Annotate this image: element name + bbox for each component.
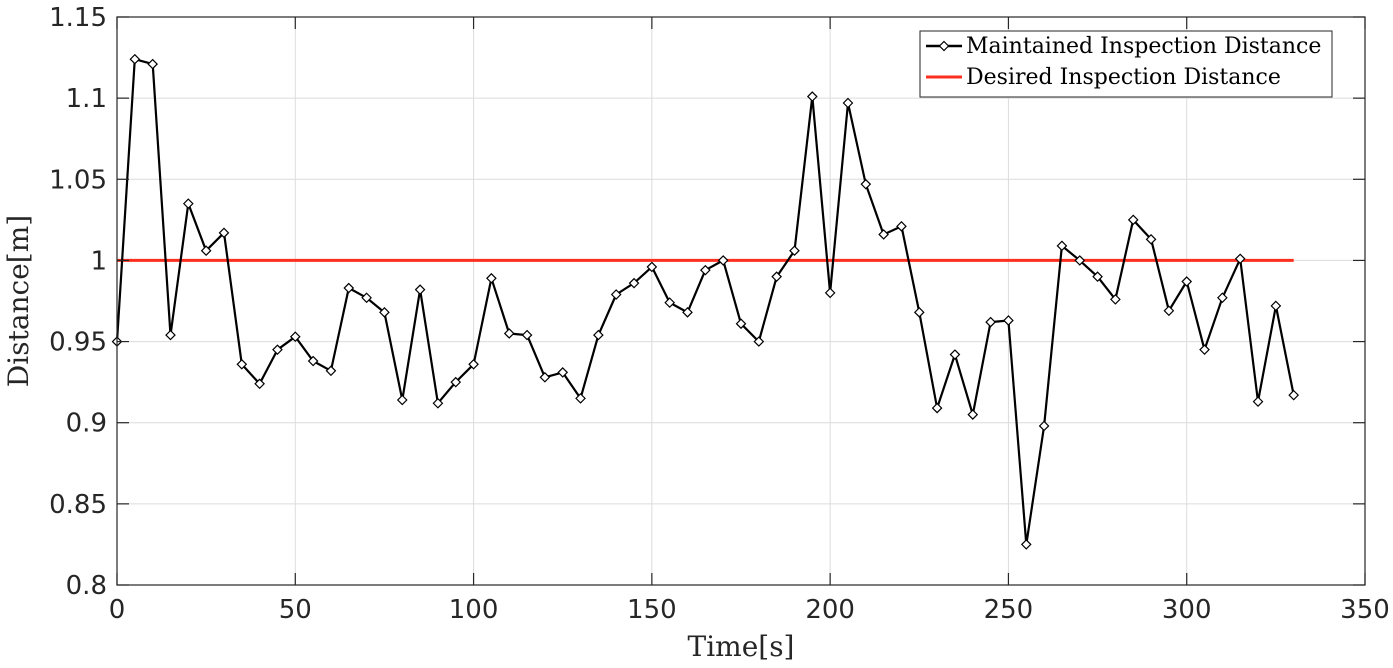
data-point-marker (967, 409, 979, 420)
data-point-marker (147, 58, 159, 70)
data-point-marker (735, 318, 747, 330)
legend-box (919, 30, 1333, 98)
plot-frame (116, 16, 1366, 586)
y-axis-label: Distance[m] (2, 215, 35, 387)
data-point-marker (432, 397, 444, 409)
data-point-marker (539, 371, 551, 383)
data-point-marker (468, 358, 479, 370)
data-point-marker (664, 297, 676, 308)
x-tick-labels: 0 50 100 150 200 250 300 350 (109, 595, 1390, 625)
axis-ticks (116, 16, 1366, 586)
data-point-marker (575, 393, 586, 404)
data-point-marker (717, 255, 729, 266)
data-point-marker (379, 307, 390, 318)
legend: Maintained Inspection Distance Desired I… (919, 30, 1333, 98)
data-point-marker (1092, 271, 1103, 283)
data-point-marker (985, 316, 996, 328)
y-tick-labels: 0.8 0.85 0.9 0.95 1 1.05 1.1 1.15 (49, 3, 107, 601)
legend-label-maintained: Maintained Inspection Distance (966, 34, 1321, 59)
data-point-marker (325, 365, 337, 377)
data-point-marker (343, 282, 355, 294)
data-point-marker (896, 221, 907, 232)
data-point-marker (699, 264, 711, 276)
data-point-marker (272, 344, 283, 356)
series-layer (111, 53, 1300, 550)
y-tick-label: 1.1 (66, 84, 107, 114)
y-tick-label: 0.95 (49, 328, 107, 358)
data-point-marker (949, 349, 961, 360)
data-point-marker (789, 245, 800, 257)
data-point-marker (1163, 305, 1175, 317)
data-point-marker (842, 97, 854, 109)
y-tick-label: 0.9 (66, 409, 107, 439)
legend-label-desired: Desired Inspection Distance (966, 65, 1281, 90)
x-tick-label: 300 (1162, 595, 1212, 625)
data-point-marker (1020, 539, 1032, 550)
x-tick-label: 150 (627, 595, 677, 625)
y-tick-label: 0.85 (49, 490, 107, 520)
data-point-marker (1074, 255, 1086, 266)
data-point-marker (200, 245, 212, 257)
data-point-marker (1270, 300, 1282, 312)
data-point-marker (1217, 292, 1228, 304)
data-point-marker (307, 355, 319, 367)
data-point-marker (1110, 294, 1121, 305)
data-point-marker (682, 307, 693, 318)
data-point-marker (931, 402, 943, 414)
data-point-marker (753, 336, 765, 347)
data-point-marker (236, 358, 248, 370)
data-point-marker (486, 272, 497, 284)
data-point-marker (1181, 276, 1193, 287)
y-tick-label: 0.8 (66, 571, 107, 601)
data-point-marker (1252, 396, 1264, 407)
data-point-marker (878, 229, 889, 240)
y-tick-label: 1.15 (49, 3, 107, 33)
data-point-marker (450, 376, 462, 388)
data-point-marker (1127, 214, 1139, 226)
data-point-marker (1056, 240, 1068, 252)
data-point-marker (646, 261, 658, 273)
data-point-marker (610, 289, 622, 300)
y-tick-label: 1.05 (49, 165, 107, 195)
data-point-marker (165, 329, 176, 341)
data-point-marker (1038, 420, 1050, 432)
data-point-marker (1234, 253, 1246, 265)
data-point-marker (628, 277, 640, 289)
data-point-marker (1288, 389, 1300, 401)
y-tick-label: 1 (90, 246, 107, 276)
data-point-marker (557, 367, 569, 378)
x-tick-label: 250 (984, 595, 1034, 625)
data-point-marker (860, 178, 872, 190)
x-tick-label: 0 (109, 595, 126, 625)
x-tick-label: 50 (279, 595, 312, 625)
plot-area (117, 17, 1365, 585)
legend-marker-maintained (938, 40, 950, 52)
data-point-marker (396, 394, 408, 406)
data-point-marker (806, 91, 818, 102)
data-point-marker (182, 198, 194, 209)
data-point-marker (824, 287, 836, 299)
data-point-marker (289, 331, 301, 343)
data-point-marker (414, 284, 426, 295)
data-point-marker (1145, 233, 1157, 245)
data-point-marker (254, 378, 265, 390)
data-point-marker (361, 292, 372, 304)
data-point-marker (521, 329, 533, 341)
data-point-marker (129, 53, 141, 65)
data-point-marker (1003, 315, 1014, 326)
data-point-marker (218, 227, 230, 239)
data-point-marker (771, 271, 783, 283)
data-point-marker (503, 328, 515, 339)
data-point-marker (1199, 344, 1210, 356)
data-point-marker (593, 329, 604, 341)
x-axis-label: Time[s] (688, 630, 795, 663)
x-tick-label: 200 (805, 595, 855, 625)
x-tick-label: 100 (449, 595, 499, 625)
data-point-marker (913, 307, 925, 318)
x-tick-label: 350 (1340, 595, 1390, 625)
